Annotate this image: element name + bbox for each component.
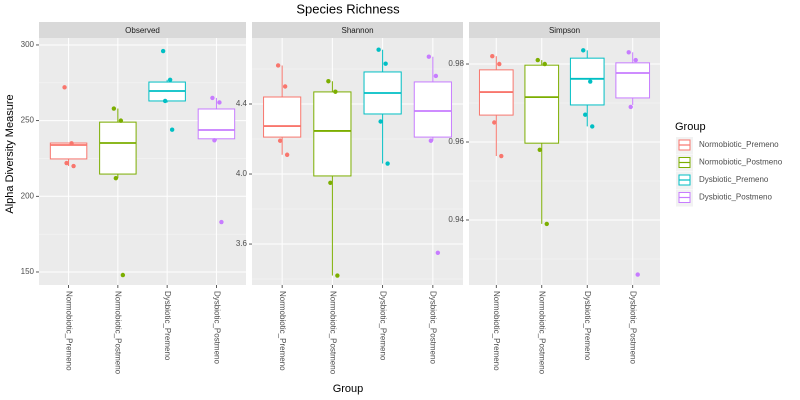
y-tick-label: 200: [21, 191, 35, 200]
point: [497, 61, 502, 67]
y-tick-label: 250: [21, 116, 35, 125]
point: [69, 141, 74, 146]
point: [376, 47, 381, 52]
y-tick-label: 0.94: [448, 215, 464, 224]
box: [569, 57, 605, 106]
point: [426, 54, 432, 59]
panel-background: [39, 38, 246, 285]
point: [275, 63, 281, 68]
point: [433, 73, 439, 79]
y-tick-label: 4.4: [236, 99, 248, 108]
box: [263, 96, 302, 138]
point: [282, 84, 288, 89]
point: [385, 161, 390, 166]
point: [537, 147, 542, 153]
y-tick-label: 4.0: [236, 169, 248, 178]
point: [383, 61, 388, 66]
box: [49, 142, 88, 160]
panel-background: [252, 38, 463, 285]
point: [328, 180, 333, 185]
point: [590, 124, 595, 129]
point: [120, 272, 126, 278]
point: [535, 57, 540, 63]
x-tick-label: Normobiotic_Postmeno: [538, 291, 547, 375]
box: [197, 108, 236, 140]
box: [99, 121, 137, 175]
x-tick-label: Dysbiotic_Postmeno: [629, 291, 638, 364]
y-axis-label: Alpha Diversity Measure: [4, 94, 16, 213]
point: [217, 100, 222, 105]
point: [428, 138, 434, 143]
strip: [39, 22, 246, 38]
point: [212, 138, 217, 143]
point: [542, 61, 547, 67]
legend-title: Group: [675, 121, 706, 133]
point: [113, 175, 119, 181]
x-tick-label: Normobiotic_Premeno: [64, 291, 73, 371]
box: [615, 62, 651, 99]
point: [581, 48, 586, 53]
legend-label: Dysbiotic_Premeno: [699, 175, 769, 184]
legend-label: Normobiotic_Postmeno: [699, 158, 783, 167]
x-tick-label: Dysbiotic_Postmeno: [212, 291, 221, 364]
point: [335, 273, 340, 278]
box: [313, 91, 352, 177]
point: [162, 98, 168, 104]
y-tick-label: 0.96: [448, 137, 464, 146]
y-tick-label: 300: [21, 40, 35, 49]
box: [413, 81, 452, 138]
point: [435, 250, 441, 255]
x-tick-label: Dysbiotic_Postmeno: [429, 291, 438, 364]
x-tick-label: Normobiotic_Postmeno: [328, 291, 337, 375]
x-tick-label: Normobiotic_Postmeno: [114, 291, 123, 375]
point: [492, 120, 497, 125]
point: [111, 106, 117, 111]
point: [490, 54, 495, 59]
x-tick-label: Dysbiotic_Premeno: [379, 291, 388, 361]
x-tick-label: Normobiotic_Premeno: [492, 291, 501, 371]
x-tick-label: Dysbiotic_Premeno: [583, 291, 592, 361]
strip: [469, 22, 660, 38]
y-tick-label: 0.98: [448, 59, 464, 68]
x-tick-label: Dysbiotic_Premeno: [163, 291, 172, 361]
point: [633, 57, 638, 63]
point: [635, 272, 640, 277]
point: [167, 77, 173, 82]
point: [544, 221, 549, 227]
point: [169, 127, 175, 132]
x-tick-label: Normobiotic_Premeno: [278, 291, 287, 371]
legend-label: Normobiotic_Premeno: [699, 140, 779, 149]
point: [499, 153, 504, 159]
y-tick-label: 3.6: [236, 239, 248, 248]
point: [71, 163, 76, 169]
box: [524, 64, 560, 144]
point: [326, 79, 331, 84]
strip-label: Shannon: [341, 26, 373, 35]
point: [277, 138, 283, 143]
strip-label: Simpson: [549, 26, 580, 35]
strip-label: Observed: [125, 26, 160, 35]
legend-label: Dysbiotic_Postmeno: [699, 193, 772, 202]
y-tick-label: 150: [21, 267, 35, 276]
point: [118, 118, 124, 123]
point: [64, 160, 69, 166]
point: [628, 104, 633, 110]
strip: [252, 22, 463, 38]
point: [378, 119, 383, 124]
point: [583, 112, 588, 117]
point: [626, 50, 631, 55]
point: [62, 85, 67, 90]
chart-title: Species Richness: [296, 1, 400, 16]
point: [284, 152, 290, 157]
point: [219, 219, 224, 225]
x-axis-label: Group: [333, 383, 364, 395]
point: [333, 89, 338, 94]
point: [210, 95, 215, 101]
point: [160, 48, 166, 54]
point: [588, 79, 593, 84]
